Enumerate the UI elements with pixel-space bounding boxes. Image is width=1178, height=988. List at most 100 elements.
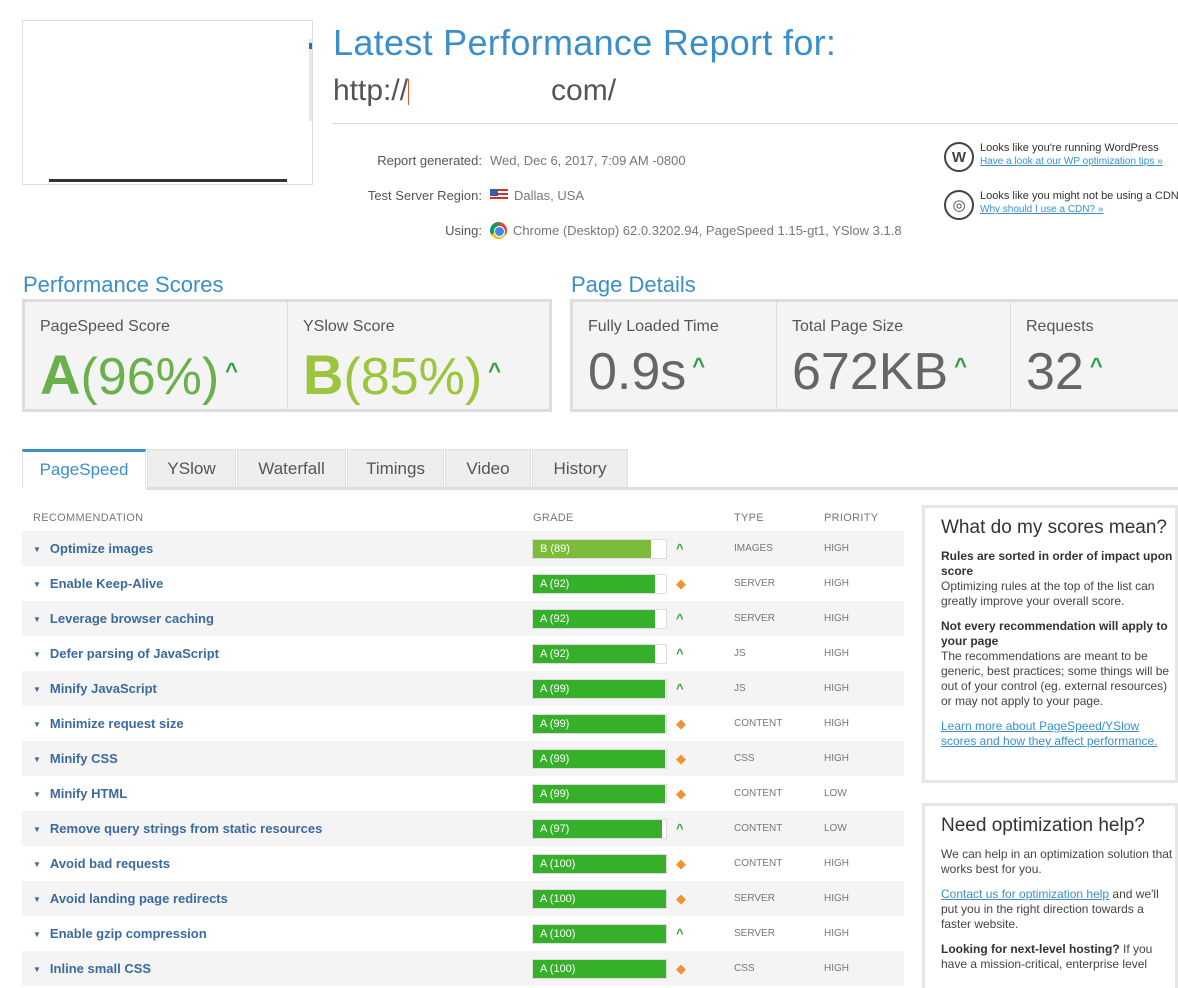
- grade-bar: A (97): [532, 819, 667, 839]
- recommendation-name[interactable]: Minify JavaScript: [33, 681, 157, 696]
- page-details-heading: Page Details: [571, 272, 696, 298]
- table-row[interactable]: Minify CSS A (99) ◆ CSS HIGH: [22, 741, 904, 776]
- report-url[interactable]: http:// com/: [333, 74, 616, 108]
- recommendation-name[interactable]: Inline small CSS: [33, 961, 151, 976]
- thumbnail-marker: [309, 43, 312, 49]
- cdn-link[interactable]: Why should I use a CDN? »: [980, 204, 1178, 215]
- recommendation-type: IMAGES: [734, 543, 773, 554]
- yslow-score-label: YSlow Score: [303, 318, 549, 336]
- recommendation-name[interactable]: Minimize request size: [33, 716, 184, 731]
- page-size-card: Total Page Size 672KB ^: [777, 302, 1011, 409]
- recommendation-type: CSS: [734, 963, 755, 974]
- col-type: TYPE: [734, 512, 764, 524]
- recommendation-name[interactable]: Leverage browser caching: [33, 611, 214, 626]
- using-value: Chrome (Desktop) 62.0.3202.94, PageSpeed…: [513, 218, 923, 243]
- recommendation-name[interactable]: Remove query strings from static resourc…: [33, 821, 322, 836]
- grade-bar-fill: A (99): [533, 785, 665, 803]
- recommendation-name[interactable]: Avoid bad requests: [33, 856, 170, 871]
- grade-bar: A (99): [532, 784, 667, 804]
- recommendation-type: CONTENT: [734, 788, 782, 799]
- table-row[interactable]: Remove query strings from static resourc…: [22, 811, 904, 846]
- requests-value: 32: [1026, 343, 1084, 401]
- recommendation-name[interactable]: Minify CSS: [33, 751, 118, 766]
- wp-tips-link[interactable]: Have a look at our WP optimization tips …: [980, 156, 1163, 167]
- grade-bar: A (100): [532, 854, 667, 874]
- grade-bar-fill: A (99): [533, 750, 665, 768]
- trend-up-icon: ^: [676, 646, 684, 661]
- grade-bar-fill: B (89): [533, 540, 651, 558]
- optimization-help-title: Need optimization help?: [941, 818, 1175, 833]
- table-row[interactable]: Avoid bad requests A (100) ◆ CONTENT HIGH: [22, 846, 904, 881]
- recommendation-priority: HIGH: [824, 928, 849, 939]
- grade-bar: A (92): [532, 644, 667, 664]
- trend-up-icon: ^: [676, 926, 684, 941]
- recommendation-name[interactable]: Defer parsing of JavaScript: [33, 646, 219, 661]
- region-value: Dallas, USA: [514, 183, 584, 208]
- recommendation-priority: LOW: [824, 788, 847, 799]
- recommendation-name[interactable]: Optimize images: [33, 541, 153, 556]
- recommendation-type: CONTENT: [734, 718, 782, 729]
- wordpress-notice: W Looks like you're running WordPress Ha…: [944, 142, 1163, 172]
- thumbnail-scrollbar: [309, 39, 312, 121]
- table-row[interactable]: Enable gzip compression A (100) ^ SERVER HIG…: [22, 916, 904, 951]
- trend-unchanged-icon: ◆: [676, 961, 686, 977]
- tab-waterfall[interactable]: Waterfall: [237, 449, 346, 488]
- scores-help-heading-1: Rules are sorted in order of impact upon…: [941, 549, 1172, 578]
- recommendation-name[interactable]: Enable Keep-Alive: [33, 576, 163, 591]
- grade-bar-fill: A (92): [533, 575, 655, 593]
- trend-up-icon: ^: [225, 358, 238, 384]
- recommendation-priority: HIGH: [824, 753, 849, 764]
- trend-up-icon: ^: [676, 611, 684, 626]
- col-priority: PRIORITY: [824, 512, 878, 524]
- grade-bar-fill: A (100): [533, 960, 666, 978]
- table-row[interactable]: Optimize images B (89) ^ IMAGES HIGH: [22, 531, 904, 566]
- table-row[interactable]: Avoid landing page redirects A (100) ◆ SERV…: [22, 881, 904, 916]
- col-recommendation: RECOMMENDATION: [33, 512, 143, 524]
- table-row[interactable]: Defer parsing of JavaScript A (92) ^ JS HIGH: [22, 636, 904, 671]
- hosting-heading: Looking for next-level hosting?: [941, 942, 1120, 956]
- table-row[interactable]: Minify HTML A (99) ◆ CONTENT LOW: [22, 776, 904, 811]
- table-row[interactable]: Enable Keep-Alive A (92) ◆ SERVER HIGH: [22, 566, 904, 601]
- trend-unchanged-icon: ◆: [676, 751, 686, 767]
- recommendation-type: SERVER: [734, 578, 775, 589]
- table-row[interactable]: Minimize request size A (99) ◆ CONTENT HIGH: [22, 706, 904, 741]
- recommendation-priority: HIGH: [824, 718, 849, 729]
- generated-label: Report generated:: [340, 148, 490, 173]
- report-tabs: PageSpeed YSlow Waterfall Timings Video …: [22, 449, 629, 488]
- page-size-value: 672KB: [792, 343, 948, 401]
- page-size-label: Total Page Size: [792, 318, 1010, 336]
- tabs-divider: [22, 487, 1178, 490]
- recommendation-type: JS: [734, 648, 746, 659]
- grade-bar: A (100): [532, 924, 667, 944]
- recommendation-priority: LOW: [824, 823, 847, 834]
- tab-video[interactable]: Video: [445, 449, 531, 488]
- wordpress-icon: W: [944, 142, 974, 172]
- report-title: Latest Performance Report for:: [333, 22, 836, 64]
- url-prefix: http://: [333, 74, 408, 107]
- grade-bar: A (99): [532, 749, 667, 769]
- globe-icon: ◎: [944, 190, 974, 220]
- table-row[interactable]: Minify JavaScript A (99) ^ JS HIGH: [22, 671, 904, 706]
- recommendation-name[interactable]: Avoid landing page redirects: [33, 891, 228, 906]
- requests-label: Requests: [1026, 318, 1178, 336]
- recommendations-table: Optimize images B (89) ^ IMAGES HIGH Enable K…: [22, 531, 904, 986]
- generated-value: Wed, Dec 6, 2017, 7:09 AM -0800: [490, 148, 686, 173]
- table-row[interactable]: Leverage browser caching A (92) ^ SERVER HIG…: [22, 601, 904, 636]
- grade-bar-fill: A (100): [533, 855, 666, 873]
- tab-history[interactable]: History: [532, 449, 628, 488]
- contact-us-link[interactable]: Contact us for optimization help: [941, 887, 1109, 901]
- table-row[interactable]: Inline small CSS A (100) ◆ CSS HIGH: [22, 951, 904, 986]
- cdn-notice-text: Looks like you might not be using a CDN: [980, 190, 1178, 202]
- recommendation-type: JS: [734, 683, 746, 694]
- tab-pagespeed[interactable]: PageSpeed: [22, 449, 146, 488]
- recommendation-type: CONTENT: [734, 858, 782, 869]
- grade-bar: A (100): [532, 889, 667, 909]
- recommendation-name[interactable]: Enable gzip compression: [33, 926, 207, 941]
- trend-up-icon: ^: [692, 353, 705, 379]
- recommendation-name[interactable]: Minify HTML: [33, 786, 127, 801]
- learn-more-link[interactable]: Learn more about PageSpeed/YSlow scores …: [941, 719, 1158, 748]
- grade-bar: A (92): [532, 609, 667, 629]
- fully-loaded-label: Fully Loaded Time: [588, 318, 776, 336]
- tab-timings[interactable]: Timings: [347, 449, 444, 488]
- tab-yslow[interactable]: YSlow: [147, 449, 236, 488]
